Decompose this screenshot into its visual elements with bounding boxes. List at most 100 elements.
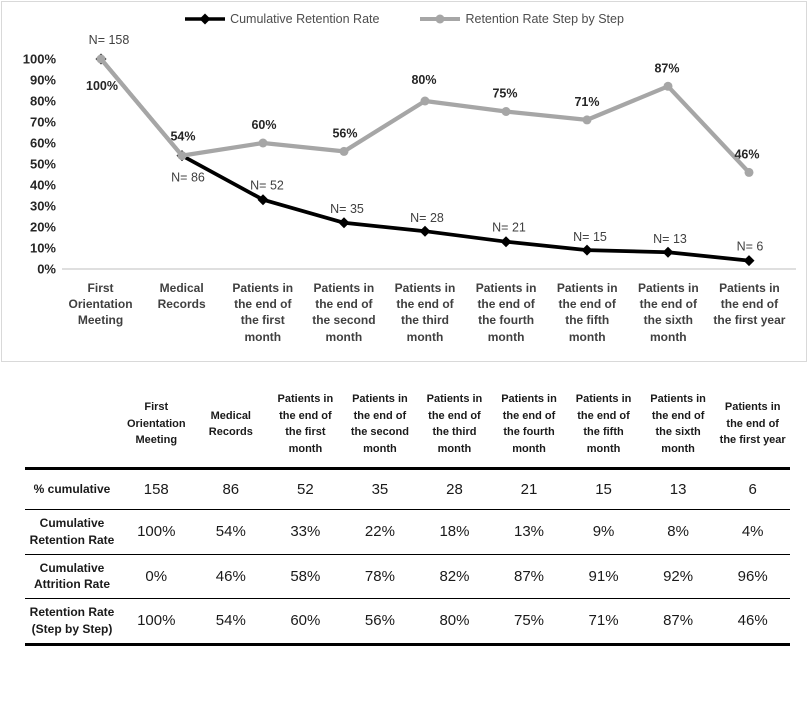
marker-circle bbox=[501, 107, 511, 116]
table-row: Retention Rate (Step by Step) 100% 54% 60% 5… bbox=[25, 599, 790, 645]
table-value-cell: 87% bbox=[663, 612, 694, 630]
legend-label-step-by-step: Retention Rate Step by Step bbox=[465, 12, 624, 26]
point-label-pct: 60% bbox=[251, 118, 276, 132]
legend-item-cumulative-retention-rate: Cumulative Retention Rate bbox=[184, 12, 379, 26]
table-row-label: Cumulative Retention Rate bbox=[29, 516, 115, 547]
marker-circle bbox=[96, 54, 106, 64]
x-axis-category-label: Medical Records bbox=[157, 281, 206, 312]
table-value-cell: 87% bbox=[513, 567, 545, 585]
table-row-label: % cumulative bbox=[33, 482, 111, 497]
table-value-cell: 33% bbox=[290, 523, 321, 541]
table-value-cell: 92% bbox=[663, 567, 694, 585]
table-header-cell: Medical Records bbox=[208, 409, 253, 439]
point-label-pct: 100% bbox=[86, 79, 118, 93]
chart-legend: Cumulative Retention Rate Retention Rate… bbox=[2, 12, 806, 26]
point-label-pct: 75% bbox=[492, 87, 517, 101]
table-header-cell: Patients in the end of the first year bbox=[719, 401, 786, 447]
table-row-label: Retention Rate (Step by Step) bbox=[29, 605, 115, 636]
table-value-cell: 9% bbox=[592, 523, 615, 541]
table-value-cell: 80% bbox=[439, 612, 470, 630]
table-value-cell: 22% bbox=[364, 523, 395, 541]
table-value-cell: 58% bbox=[290, 567, 321, 585]
retention-line-chart: 0% 10% 20% 30% 40% 50% 60% 70% 80% 90% 100% N= 158 N… bbox=[23, 33, 796, 277]
table-row: % cumulative 158 86 52 35 28 21 15 13 6 bbox=[25, 469, 790, 510]
point-label-pct: 54% bbox=[170, 130, 195, 144]
table-header-cell: Patients in the end of the sixth month bbox=[650, 393, 706, 455]
point-label-n: N= 28 bbox=[410, 211, 444, 225]
table-value-cell: 4% bbox=[741, 523, 764, 541]
marker-diamond bbox=[419, 225, 431, 237]
table-value-cell: 158 bbox=[143, 481, 169, 498]
marker-circle bbox=[339, 146, 349, 156]
table-value-cell: 52 bbox=[297, 481, 314, 498]
y-tick-label: 0% bbox=[37, 262, 56, 277]
marker-circle bbox=[177, 151, 187, 161]
point-label-pct: 56% bbox=[332, 126, 357, 140]
marker-circle bbox=[420, 96, 430, 106]
table-header-row: First Orientation Meeting Medical Records… bbox=[25, 383, 790, 469]
marker-diamond bbox=[662, 246, 674, 258]
table-value-cell: 82% bbox=[439, 567, 470, 585]
x-axis-category-label: Patients in the end of the first year bbox=[713, 281, 786, 328]
table-row-label: Cumulative Attrition Rate bbox=[34, 560, 110, 592]
table-value-cell: 18% bbox=[439, 523, 470, 541]
table-body: % cumulative 158 86 52 35 28 21 15 13 6 Cumulative… bbox=[25, 469, 790, 645]
x-axis-category-label: Patients in the end of the fifth month bbox=[556, 281, 618, 344]
marker-diamond bbox=[743, 255, 755, 267]
y-tick-label: 90% bbox=[30, 73, 56, 88]
point-label-n: N= 6 bbox=[737, 240, 764, 254]
x-axis: First Orientation Meeting Medical Records… bbox=[60, 280, 790, 345]
x-axis-category-label: Patients in the end of the first month bbox=[232, 281, 294, 344]
table-value-cell: 75% bbox=[513, 612, 545, 630]
x-axis-category-label: Patients in the end of the second month bbox=[312, 281, 376, 344]
retention-chart-panel: Cumulative Retention Rate Retention Rate… bbox=[1, 1, 807, 362]
point-label-pct: 46% bbox=[734, 147, 759, 161]
table-value-cell: 13% bbox=[513, 523, 545, 541]
point-label-n: N= 13 bbox=[653, 232, 687, 246]
point-label-n: N= 21 bbox=[492, 221, 526, 235]
x-axis-category-label: First Orientation Meeting bbox=[68, 281, 133, 328]
point-label-n: N= 158 bbox=[89, 33, 130, 47]
table-value-cell: 100% bbox=[137, 612, 176, 630]
marker-circle bbox=[582, 115, 592, 125]
table-value-cell: 100% bbox=[137, 523, 176, 541]
x-axis-category-label: Patients in the end of the fourth month bbox=[475, 281, 537, 344]
table-value-cell: 35 bbox=[371, 481, 389, 498]
table-header-cell: First Orientation Meeting bbox=[126, 401, 186, 447]
x-axis-category-label: Patients in the end of the sixth month bbox=[637, 281, 699, 344]
table-value-cell: 21 bbox=[520, 481, 538, 498]
table-header-cell: Patients in the end of the first month bbox=[277, 393, 334, 455]
point-label-pct: 80% bbox=[411, 73, 436, 87]
legend-line-circle-icon bbox=[420, 14, 461, 24]
y-tick-label: 100% bbox=[23, 52, 57, 67]
point-label-n: N= 52 bbox=[250, 179, 284, 193]
point-label-n: N= 15 bbox=[573, 230, 607, 244]
table-value-cell: 71% bbox=[588, 612, 619, 630]
table-value-cell: 8% bbox=[667, 523, 689, 541]
y-tick-label: 60% bbox=[30, 136, 56, 151]
y-tick-label: 30% bbox=[30, 199, 56, 214]
marker-diamond bbox=[581, 244, 593, 256]
marker-diamond bbox=[257, 194, 269, 206]
point-label-pct: 87% bbox=[654, 61, 679, 75]
point-label-n: N= 35 bbox=[330, 202, 364, 216]
table-value-cell: 6 bbox=[748, 481, 757, 498]
marker-diamond bbox=[338, 217, 350, 229]
legend-line-diamond-icon bbox=[185, 13, 226, 25]
table-value-cell: 46% bbox=[737, 612, 768, 630]
retention-data-table: First Orientation Meeting Medical Records… bbox=[25, 383, 790, 646]
table-header-cell: Patients in the end of the third month bbox=[426, 393, 483, 455]
x-axis-category-label: Patients in the end of the third month bbox=[394, 281, 456, 344]
y-tick-label: 50% bbox=[30, 157, 56, 172]
table-value-cell: 56% bbox=[364, 612, 395, 630]
marker-diamond bbox=[500, 236, 512, 248]
legend-label-cumulative: Cumulative Retention Rate bbox=[230, 12, 380, 26]
table-value-cell: 96% bbox=[737, 567, 768, 585]
table-header-cell: Patients in the end of the second month bbox=[350, 393, 409, 455]
y-tick-label: 70% bbox=[30, 115, 56, 130]
legend-item-retention-step-by-step: Retention Rate Step by Step bbox=[419, 12, 624, 26]
y-tick-label: 40% bbox=[30, 178, 56, 193]
table-value-cell: 54% bbox=[215, 523, 246, 541]
table-value-cell: 0% bbox=[145, 567, 168, 585]
